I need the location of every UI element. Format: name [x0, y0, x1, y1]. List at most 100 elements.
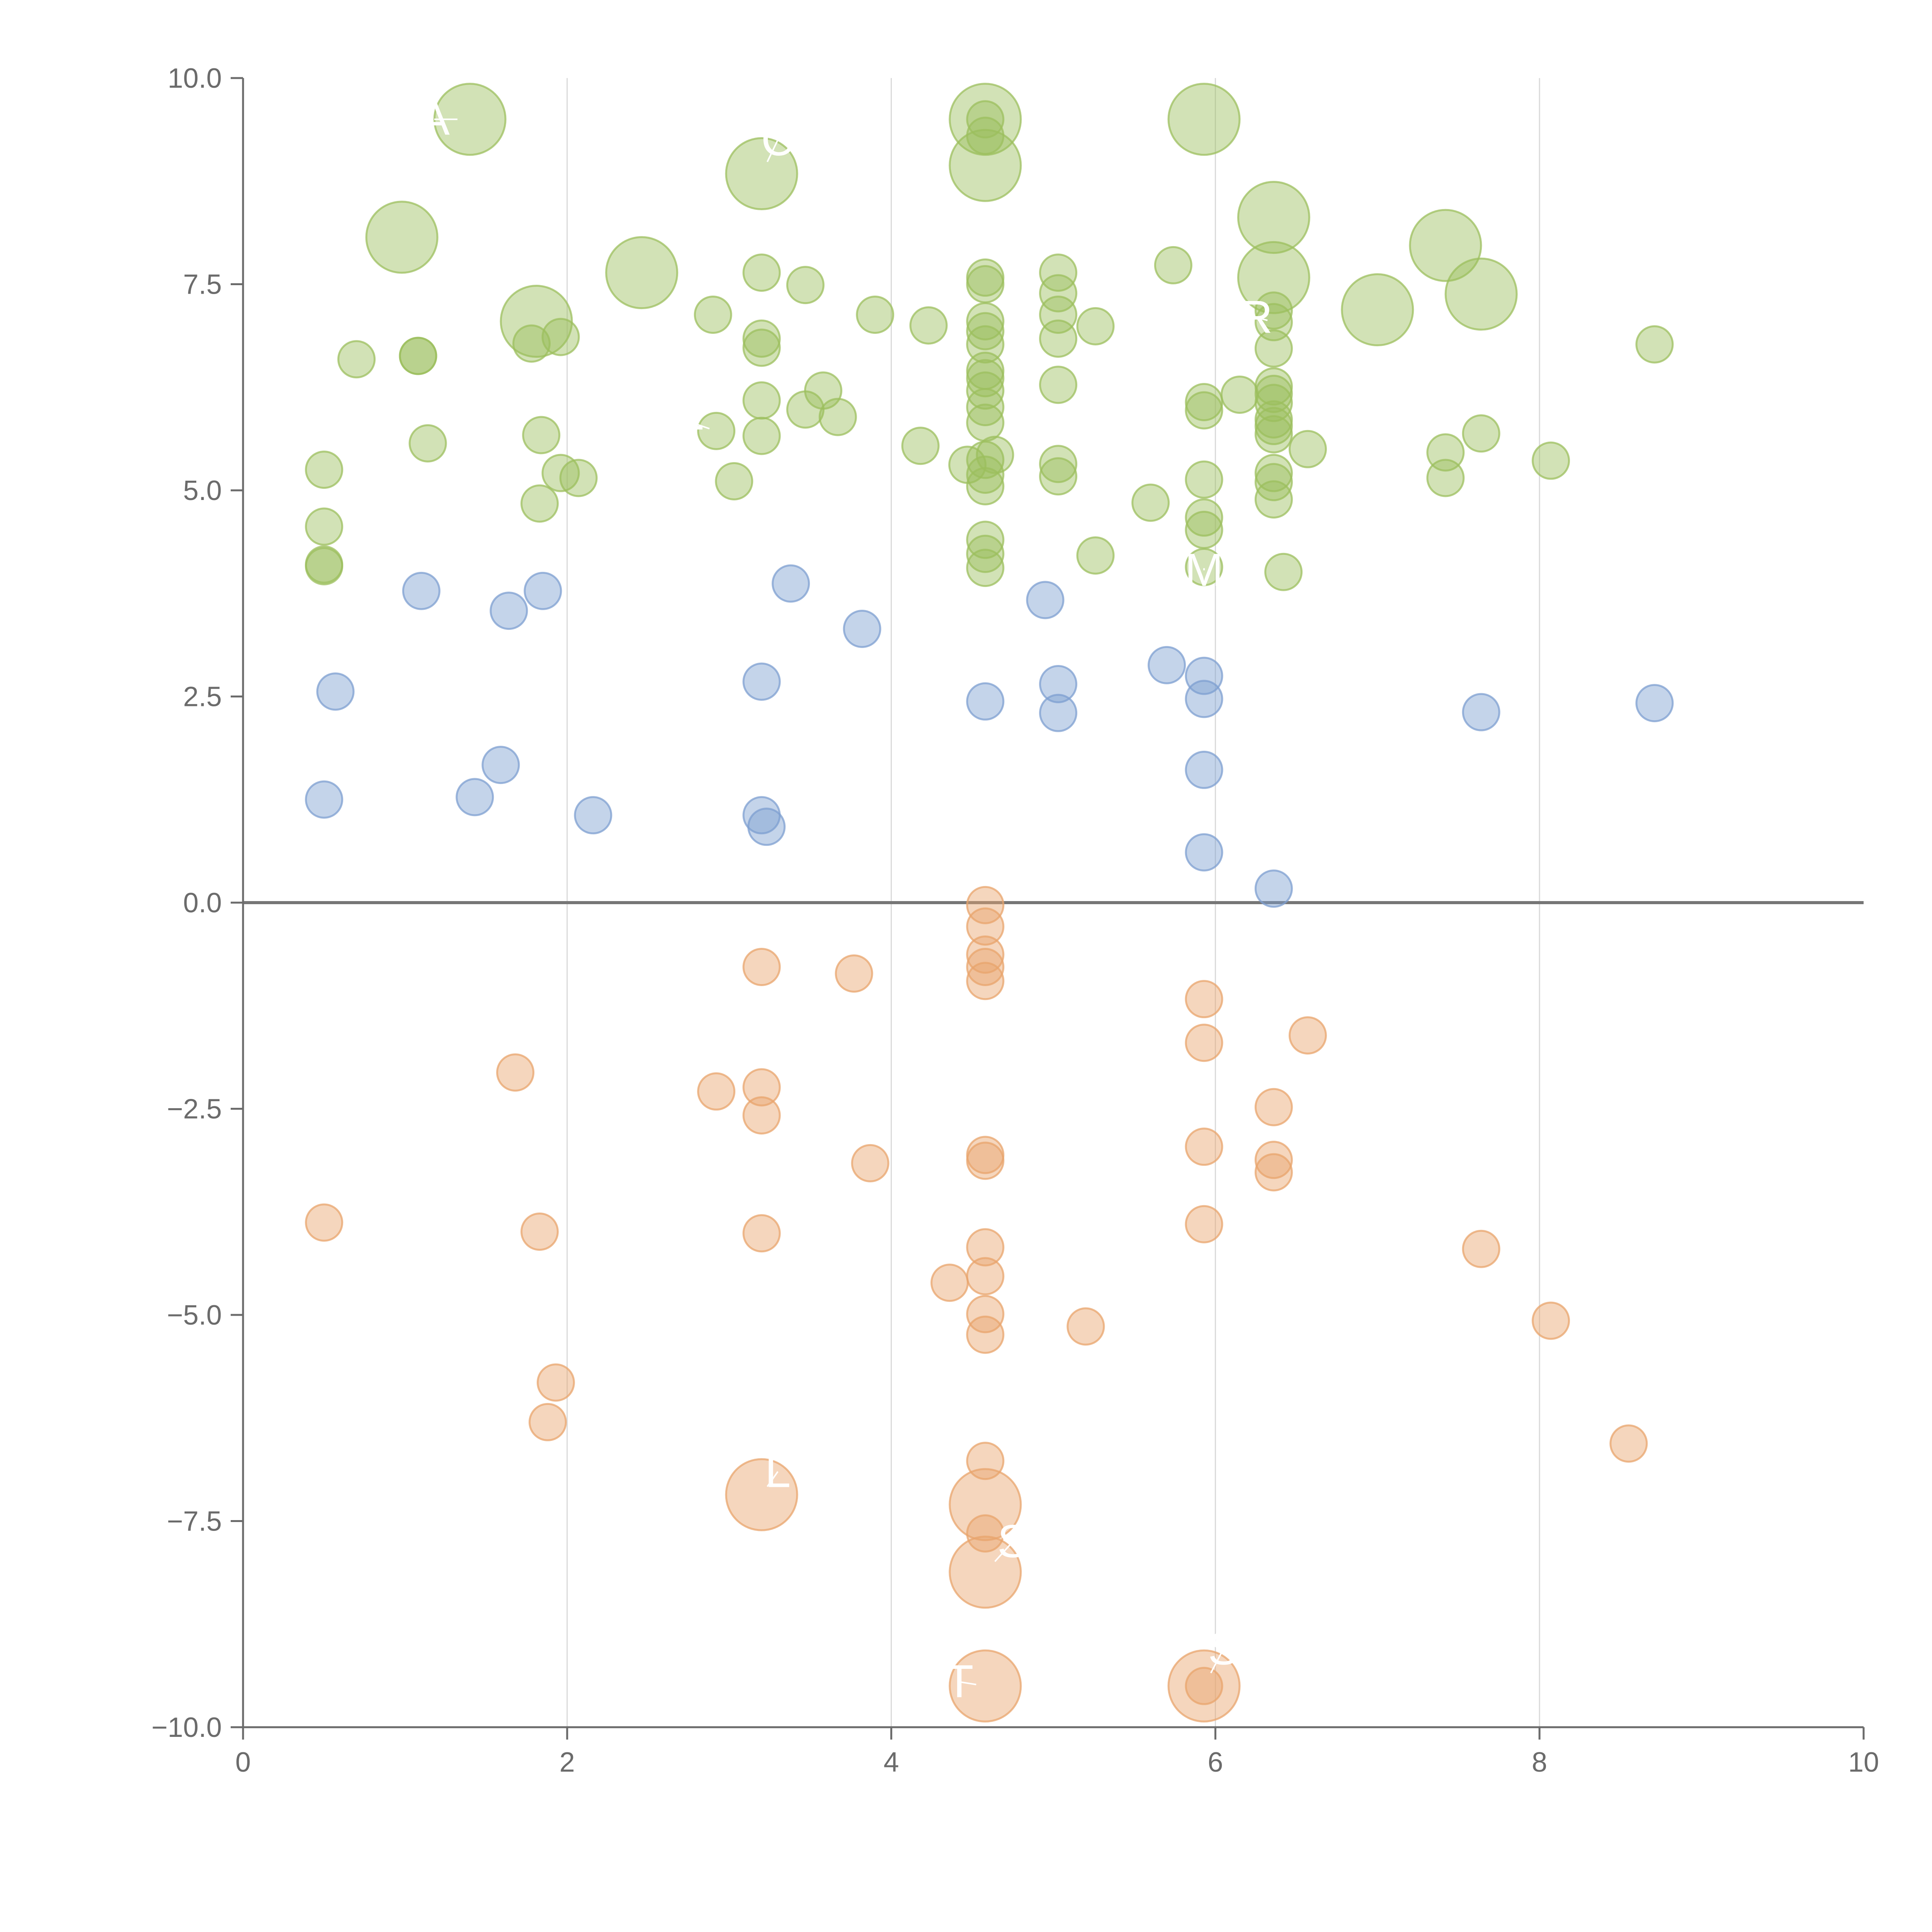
bubble-orange-4 — [1167, 1649, 1241, 1723]
bubble-orange-6 — [496, 1053, 535, 1092]
bubble-green-6 — [949, 129, 1022, 202]
bubble-green-69 — [1076, 307, 1115, 345]
bubble-orange-5 — [305, 1203, 344, 1242]
annotation-label-6: S — [997, 1515, 1028, 1567]
bubble-orange-14 — [742, 1214, 781, 1253]
bubble-blue-11 — [772, 564, 810, 603]
bubble-green-2 — [605, 236, 679, 310]
bubble-green-13 — [966, 100, 1005, 139]
bubble-green-65 — [1039, 319, 1078, 358]
bubble-blue-18 — [1185, 656, 1223, 695]
bubble-blue-15 — [1039, 665, 1078, 703]
bubble-green-88 — [1254, 415, 1293, 454]
bubble-green-93 — [1288, 430, 1327, 468]
bubble-green-12 — [1444, 257, 1518, 331]
bubble-green-47 — [966, 302, 1005, 341]
bubble-green-55 — [966, 440, 1005, 479]
bubble-green-52 — [966, 371, 1005, 410]
bubble-orange-12 — [742, 1068, 781, 1107]
bubble-green-36 — [742, 417, 781, 455]
annotation-label-1: C — [761, 114, 795, 165]
bubble-green-37 — [786, 266, 825, 304]
bubble-blue-16 — [1039, 694, 1078, 732]
bubble-blue-6 — [524, 571, 562, 610]
bubble-green-74 — [1185, 391, 1223, 430]
bubble-orange-25 — [966, 1228, 1005, 1267]
bubble-blue-1 — [316, 672, 355, 711]
bubble-orange-22 — [966, 962, 1005, 1000]
bubble-green-78 — [1185, 548, 1223, 586]
bubble-orange-7 — [520, 1212, 559, 1251]
bubble-orange-31 — [1066, 1307, 1105, 1346]
bubble-green-59 — [966, 534, 1005, 573]
x-tick-label-6: 6 — [1208, 1747, 1223, 1778]
bubble-blue-3 — [456, 778, 494, 816]
axis-layer: 0 2 4 6 8 10 −10.0 −7.5 −5.0 −2.5 0.0 2.5 5.0 7.5 10.0 — [151, 63, 1879, 1778]
bubble-orange-28 — [966, 1315, 1005, 1354]
bubble-orange-24 — [966, 1141, 1005, 1180]
bubble-orange-13 — [742, 1096, 781, 1135]
annotation-layer: A C - R M L S T S — [419, 93, 1273, 1708]
bubble-green-68 — [1039, 457, 1078, 496]
x-tick-label-8: 8 — [1532, 1747, 1547, 1778]
bubble-blue-19 — [1185, 680, 1223, 718]
bubble-green-24 — [522, 416, 561, 454]
bubble-blue-4 — [481, 746, 520, 784]
y-tick-label-1: −7.5 — [167, 1506, 222, 1537]
bubble-green-27 — [541, 318, 580, 356]
bubble-green-82 — [1254, 329, 1293, 368]
bubble-green-3 — [500, 285, 573, 358]
bubble-green-42 — [909, 306, 948, 345]
bubble-blue-8 — [742, 662, 781, 701]
bubble-blue-24 — [1635, 684, 1674, 723]
bubble-green-53 — [966, 388, 1005, 426]
y-tick-label-0: −10.0 — [151, 1712, 222, 1743]
bubble-green-95 — [1426, 459, 1465, 497]
bubble-orange-11 — [742, 947, 781, 986]
bubble-green-81 — [1254, 303, 1293, 342]
bubble-green-56 — [966, 455, 1005, 494]
y-tick-label-8: 10.0 — [168, 63, 222, 94]
bubble-orange-36 — [1185, 1667, 1223, 1705]
annotation-label-3: R — [1239, 291, 1273, 343]
bubble-green-9 — [1237, 241, 1310, 314]
bubble-orange-39 — [1254, 1153, 1293, 1192]
bubble-green-29 — [694, 295, 732, 334]
bubble-orange-0 — [725, 1458, 798, 1531]
bubble-orange-3 — [949, 1649, 1022, 1723]
bubble-green-41 — [856, 295, 895, 334]
bubble-green-28 — [559, 459, 598, 497]
bubble-green-49 — [966, 325, 1005, 364]
bubble-green-87 — [1254, 407, 1293, 446]
bubble-orange-38 — [1254, 1141, 1293, 1179]
bubble-green-1 — [365, 201, 439, 274]
bubble-green-63 — [1039, 274, 1078, 313]
bubble-blue-21 — [1185, 833, 1223, 872]
annotation-leader-6 — [994, 1541, 1014, 1562]
y-tick-label-4: 0.0 — [183, 888, 222, 918]
bubble-green-7 — [1167, 83, 1241, 156]
bubble-blue-13 — [966, 682, 1005, 721]
bubble-green-89 — [1254, 454, 1293, 492]
annotation-leader-3 — [1255, 316, 1268, 321]
bubble-green-18 — [305, 547, 344, 585]
bubble-green-76 — [1185, 498, 1223, 537]
bubble-orange-19 — [966, 907, 1005, 946]
annotation-leader-8 — [1210, 1648, 1225, 1673]
bubble-orange-10 — [697, 1072, 736, 1111]
bubble-green-43 — [901, 427, 940, 465]
bubble-green-77 — [1185, 510, 1223, 549]
bubble-green-57 — [966, 467, 1005, 505]
bubble-green-10 — [1341, 273, 1414, 347]
bubble-green-33 — [742, 319, 781, 358]
bubble-green-34 — [742, 328, 781, 367]
bubble-orange-20 — [966, 935, 1005, 974]
bubble-orange-42 — [1532, 1301, 1570, 1340]
bubble-green-30 — [697, 412, 736, 450]
bubble-blue-5 — [490, 592, 528, 630]
x-tick-label-4: 4 — [884, 1747, 899, 1778]
bubble-blue-2 — [402, 571, 440, 610]
bubble-blue-22 — [1254, 869, 1293, 908]
bubble-green-97 — [1532, 441, 1570, 480]
